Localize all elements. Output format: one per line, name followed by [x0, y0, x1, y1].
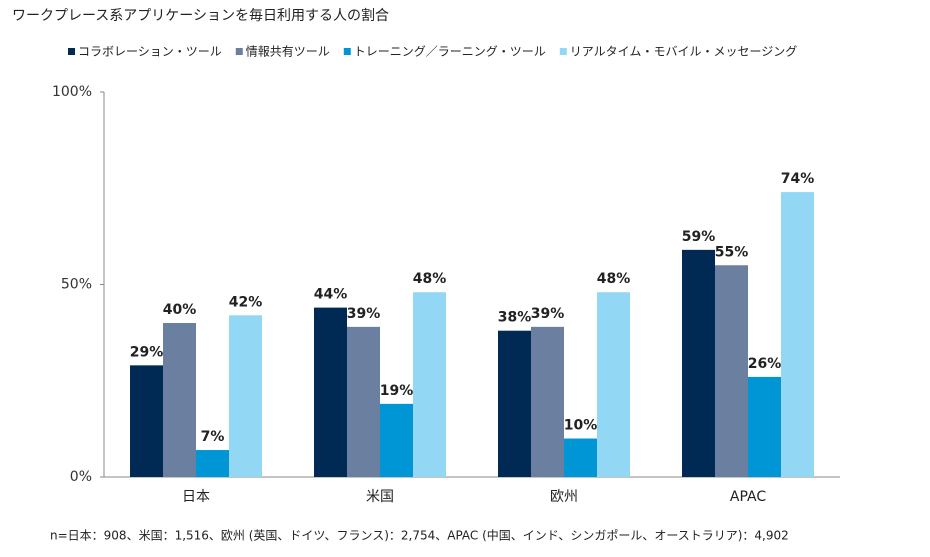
chart-title: ワークプレース系アプリケーションを毎日利用する人の割合 — [12, 7, 389, 24]
value-label: 38% — [498, 310, 532, 326]
value-label: 59% — [682, 229, 716, 245]
bar — [748, 376, 781, 477]
bar — [682, 249, 715, 477]
bar — [597, 292, 630, 477]
legend-swatch — [559, 48, 567, 55]
bar — [413, 292, 446, 477]
bar — [229, 315, 262, 477]
value-label: 48% — [597, 271, 631, 287]
bar — [781, 192, 814, 477]
y-tick-label: 100% — [52, 84, 92, 100]
value-label: 39% — [347, 306, 381, 322]
bar — [314, 307, 347, 477]
value-label: 39% — [531, 306, 565, 322]
bar — [130, 365, 163, 477]
bar — [564, 438, 597, 477]
x-tick-label: 日本 — [182, 489, 210, 505]
value-label: 40% — [163, 302, 197, 318]
bar — [715, 265, 748, 477]
x-tick-label: APAC — [730, 489, 766, 505]
value-label: 74% — [781, 171, 815, 187]
x-tick-label: 米国 — [366, 489, 394, 505]
legend-label: 情報共有ツール — [246, 45, 330, 59]
value-label: 26% — [748, 356, 782, 372]
value-label: 44% — [314, 287, 348, 303]
legend-label: リアルタイム・モバイル・メッセージング — [570, 45, 797, 59]
bar — [380, 403, 413, 477]
y-tick-label: 50% — [61, 277, 92, 293]
value-label: 48% — [413, 271, 447, 287]
bar — [196, 450, 229, 477]
bar — [163, 323, 196, 477]
bar — [347, 326, 380, 477]
value-label: 29% — [130, 344, 164, 360]
value-label: 19% — [380, 383, 414, 399]
y-tick-label: 0% — [70, 469, 92, 485]
value-label: 10% — [564, 418, 598, 434]
legend-swatch — [68, 48, 75, 55]
x-tick-label: 欧州 — [550, 489, 578, 505]
legend-label: コラボレーション・ツール — [78, 45, 222, 59]
legend-swatch — [343, 48, 351, 55]
legend-swatch — [235, 48, 243, 55]
value-label: 7% — [201, 429, 225, 445]
legend-label: トレーニング／ラーニング・ツール — [354, 45, 546, 59]
value-label: 55% — [715, 244, 749, 260]
footnote: n=日本：908、米国：1,516、欧州 (英国、ドイツ、フランス)：2,754… — [50, 528, 789, 543]
bar — [531, 326, 564, 477]
bar — [498, 330, 531, 477]
value-label: 42% — [229, 294, 263, 310]
